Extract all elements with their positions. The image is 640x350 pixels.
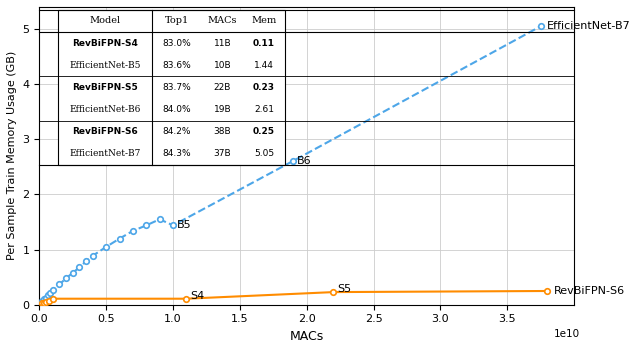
Text: 83.6%: 83.6% xyxy=(163,61,191,70)
Text: 1.44: 1.44 xyxy=(254,61,274,70)
Text: 22B: 22B xyxy=(214,83,231,92)
Text: B5: B5 xyxy=(177,220,191,230)
Text: RevBiFPN-S4: RevBiFPN-S4 xyxy=(72,38,138,48)
Text: Model: Model xyxy=(90,16,120,26)
Text: S5: S5 xyxy=(337,284,351,294)
Text: 0.25: 0.25 xyxy=(253,127,275,136)
Text: 84.2%: 84.2% xyxy=(163,127,191,136)
Text: 19B: 19B xyxy=(214,105,231,114)
Text: RevBiFPN-S6: RevBiFPN-S6 xyxy=(72,127,138,136)
Text: EfficientNet-B6: EfficientNet-B6 xyxy=(69,105,141,114)
X-axis label: MACs: MACs xyxy=(290,330,324,343)
Text: 84.3%: 84.3% xyxy=(163,149,191,158)
Text: RevBiFPN-S5: RevBiFPN-S5 xyxy=(72,83,138,92)
Text: 0.23: 0.23 xyxy=(253,83,275,92)
Text: 10B: 10B xyxy=(214,61,231,70)
Text: RevBiFPN-S6: RevBiFPN-S6 xyxy=(554,286,625,296)
Text: 38B: 38B xyxy=(214,127,231,136)
FancyBboxPatch shape xyxy=(58,10,285,165)
Text: EfficientNet-B5: EfficientNet-B5 xyxy=(69,61,141,70)
Text: 1e10: 1e10 xyxy=(554,329,579,338)
Text: Mem: Mem xyxy=(252,16,276,26)
Y-axis label: Per Sample Train Memory Usage (GB): Per Sample Train Memory Usage (GB) xyxy=(7,51,17,260)
Text: S4: S4 xyxy=(191,291,205,301)
Text: 11B: 11B xyxy=(214,38,231,48)
Text: EfficientNet-B7: EfficientNet-B7 xyxy=(69,149,141,158)
Text: EfficientNet-B7: EfficientNet-B7 xyxy=(547,21,631,31)
Text: MACs: MACs xyxy=(208,16,237,26)
Text: B6: B6 xyxy=(298,156,312,166)
Text: Top1: Top1 xyxy=(165,16,189,26)
Text: 83.7%: 83.7% xyxy=(163,83,191,92)
Text: 84.0%: 84.0% xyxy=(163,105,191,114)
Text: 37B: 37B xyxy=(214,149,231,158)
Text: 83.0%: 83.0% xyxy=(163,38,191,48)
Text: 5.05: 5.05 xyxy=(254,149,274,158)
Text: 0.11: 0.11 xyxy=(253,38,275,48)
Text: 2.61: 2.61 xyxy=(254,105,274,114)
